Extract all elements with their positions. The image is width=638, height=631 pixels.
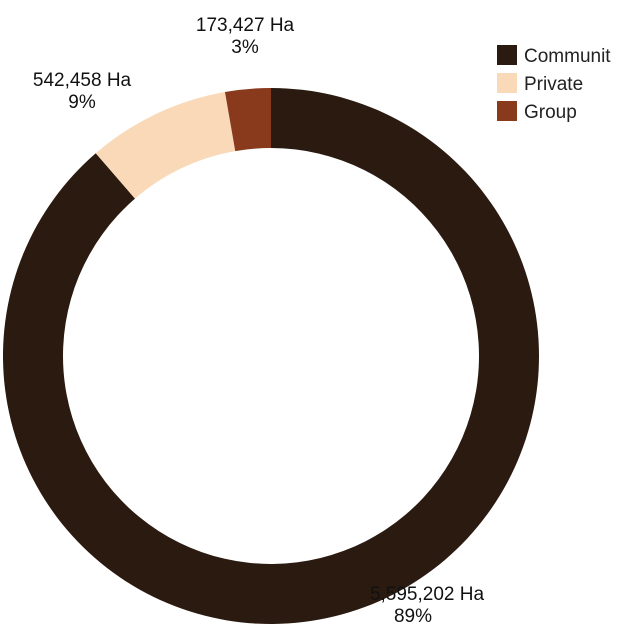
donut-slices bbox=[3, 88, 540, 624]
data-label-community-percent: 89% bbox=[394, 606, 432, 627]
donut-slice-community bbox=[3, 88, 540, 624]
legend-label-community: Communit bbox=[524, 46, 611, 67]
legend-swatch-private bbox=[497, 73, 517, 93]
data-label-group-percent: 3% bbox=[231, 37, 259, 58]
data-label-community-value: 5,595,202 Ha bbox=[370, 584, 485, 605]
legend: Communit Private Group bbox=[497, 45, 611, 123]
data-label-group-value: 173,427 Ha bbox=[196, 15, 295, 36]
legend-swatch-community bbox=[497, 45, 517, 65]
legend-label-group: Group bbox=[524, 102, 577, 123]
data-label-private-percent: 9% bbox=[68, 92, 96, 113]
legend-label-private: Private bbox=[524, 74, 583, 95]
donut-slice-private bbox=[95, 91, 236, 199]
legend-swatch-group bbox=[497, 101, 517, 121]
donut-slice-group bbox=[224, 88, 271, 152]
data-label-private-value: 542,458 Ha bbox=[33, 70, 132, 91]
